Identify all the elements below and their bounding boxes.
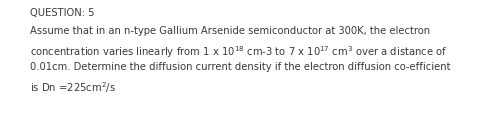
- Text: concentration varies linearly from 1 x 10$^{18}$ cm-3 to 7 x 10$^{17}$ cm$^{3}$ : concentration varies linearly from 1 x 1…: [30, 44, 447, 60]
- Text: Assume that in an n-type Gallium Arsenide semiconductor at 300K, the electron: Assume that in an n-type Gallium Arsenid…: [30, 26, 430, 36]
- Text: 0.01cm. Determine the diffusion current density if the electron diffusion co-eff: 0.01cm. Determine the diffusion current …: [30, 62, 451, 72]
- Text: QUESTION: 5: QUESTION: 5: [30, 8, 95, 18]
- Text: is Dn =225cm$^{2}$/s: is Dn =225cm$^{2}$/s: [30, 80, 116, 95]
